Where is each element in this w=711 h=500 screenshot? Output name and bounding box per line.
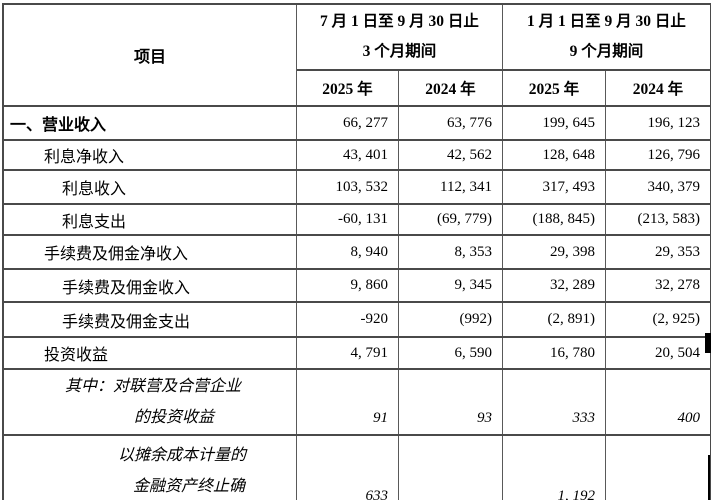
value-cell: 128, 648 bbox=[503, 141, 606, 169]
value-cell: 32, 289 bbox=[503, 270, 606, 301]
column-header-year: 2024 年 bbox=[399, 71, 503, 105]
column-header-q3-period: 7 月 1 日至 9 月 30 日止 3 个月期间 bbox=[297, 5, 503, 71]
value-cell: -60, 131 bbox=[297, 205, 399, 234]
value-cell: 66, 277 bbox=[297, 107, 399, 139]
value-cell bbox=[606, 436, 710, 500]
row-label: 手续费及佣金收入 bbox=[4, 270, 297, 301]
value-cell: 103, 532 bbox=[297, 171, 399, 203]
table-row: 其中：对联营及合营企业 的投资收益 91 93 333 400 bbox=[4, 370, 710, 436]
value-cell: (213, 583) bbox=[637, 211, 701, 227]
table-row: 手续费及佣金净收入 8, 940 8, 353 29, 398 29, 353 bbox=[4, 236, 710, 270]
row-label: 投资收益 bbox=[4, 338, 297, 368]
table-row: 手续费及佣金收入 9, 860 9, 345 32, 289 32, 278 bbox=[4, 270, 710, 303]
value-cell: 196, 123 bbox=[647, 114, 701, 131]
value-cell: (992) bbox=[399, 303, 503, 336]
value-cell: 63, 776 bbox=[399, 107, 503, 139]
row-label: 以摊余成本计量的 金融资产终止确 bbox=[4, 436, 297, 500]
row-label: 利息收入 bbox=[4, 171, 297, 203]
period-line-1: 7 月 1 日至 9 月 30 日止 bbox=[320, 13, 479, 30]
value-cell: 42, 562 bbox=[399, 141, 503, 169]
value-cell: 6, 590 bbox=[399, 338, 503, 368]
row-label: 其中：对联营及合营企业 的投资收益 bbox=[4, 370, 297, 434]
artifact-black-mark bbox=[705, 333, 711, 353]
value-cell: -920 bbox=[297, 303, 399, 336]
row-label-line-2: 的投资收益 bbox=[134, 409, 215, 426]
value-cell: 9, 345 bbox=[399, 270, 503, 301]
value-cell: 8, 940 bbox=[297, 236, 399, 268]
value-cell: 400 bbox=[677, 410, 701, 426]
value-cell: 317, 493 bbox=[503, 171, 606, 203]
value-cell: 29, 353 bbox=[655, 243, 700, 260]
value-cell: 340, 379 bbox=[647, 178, 701, 195]
value-cell: (2, 925) bbox=[652, 311, 701, 327]
table-row: 以摊余成本计量的 金融资产终止确 633 1, 192 bbox=[4, 436, 710, 500]
value-cell: 8, 353 bbox=[399, 236, 503, 268]
table-row: 一、营业收入 66, 277 63, 776 199, 645 196, 123 bbox=[4, 107, 710, 141]
table-row: 利息净收入 43, 401 42, 562 128, 648 126, 796 bbox=[4, 141, 710, 171]
table-row: 利息支出 -60, 131 (69, 779) (188, 845) (213,… bbox=[4, 205, 710, 236]
value-cell: 1, 192 bbox=[503, 436, 606, 500]
period-line-1: 1 月 1 日至 9 月 30 日止 bbox=[527, 13, 686, 30]
column-header-year: 2025 年 bbox=[297, 71, 399, 105]
table-row: 手续费及佣金支出 -920 (992) (2, 891) (2, 925) bbox=[4, 303, 710, 338]
row-label: 一、营业收入 bbox=[4, 107, 297, 139]
value-cell: 91 bbox=[297, 370, 399, 434]
value-cell bbox=[399, 436, 503, 500]
table-row: 投资收益 4, 791 6, 590 16, 780 20, 504 bbox=[4, 338, 710, 370]
value-cell: 4, 791 bbox=[297, 338, 399, 368]
value-cell: 32, 278 bbox=[655, 277, 700, 293]
row-label: 手续费及佣金净收入 bbox=[4, 236, 297, 268]
income-statement-table: 项目 7 月 1 日至 9 月 30 日止 3 个月期间 1 月 1 日至 9 … bbox=[2, 3, 711, 500]
row-label-line-2: 金融资产终止确 bbox=[133, 478, 246, 495]
value-cell: 126, 796 bbox=[647, 146, 701, 163]
row-label-line-1: 以摊余成本计量的 bbox=[118, 447, 247, 464]
value-cell: (188, 845) bbox=[503, 205, 606, 234]
column-header-item: 项目 bbox=[4, 5, 297, 105]
value-cell: 633 bbox=[297, 436, 399, 500]
value-cell: 29, 398 bbox=[503, 236, 606, 268]
table-row: 利息收入 103, 532 112, 341 317, 493 340, 379 bbox=[4, 171, 710, 205]
period-line-2: 3 个月期间 bbox=[362, 43, 437, 60]
artifact-cursor-line bbox=[708, 455, 710, 500]
column-header-ytd-period: 1 月 1 日至 9 月 30 日止 9 个月期间 bbox=[503, 5, 710, 71]
row-label-line-1: 其中：对联营及合营企业 bbox=[65, 378, 242, 395]
period-line-2: 9 个月期间 bbox=[569, 43, 644, 60]
value-cell: 112, 341 bbox=[399, 171, 503, 203]
column-header-year: 2024 年 bbox=[632, 81, 684, 98]
value-cell: 333 bbox=[503, 370, 606, 434]
value-cell: 16, 780 bbox=[503, 338, 606, 368]
row-label: 利息支出 bbox=[4, 205, 297, 234]
value-cell: (69, 779) bbox=[399, 205, 503, 234]
value-cell: 9, 860 bbox=[297, 270, 399, 301]
table-header: 项目 7 月 1 日至 9 月 30 日止 3 个月期间 1 月 1 日至 9 … bbox=[4, 5, 710, 107]
row-label: 利息净收入 bbox=[4, 141, 297, 169]
value-cell: 20, 504 bbox=[655, 344, 700, 361]
value-cell: 43, 401 bbox=[297, 141, 399, 169]
value-cell: 93 bbox=[399, 370, 503, 434]
column-header-year: 2025 年 bbox=[503, 71, 606, 105]
value-cell: (2, 891) bbox=[503, 303, 606, 336]
value-cell: 199, 645 bbox=[503, 107, 606, 139]
row-label: 手续费及佣金支出 bbox=[4, 303, 297, 336]
